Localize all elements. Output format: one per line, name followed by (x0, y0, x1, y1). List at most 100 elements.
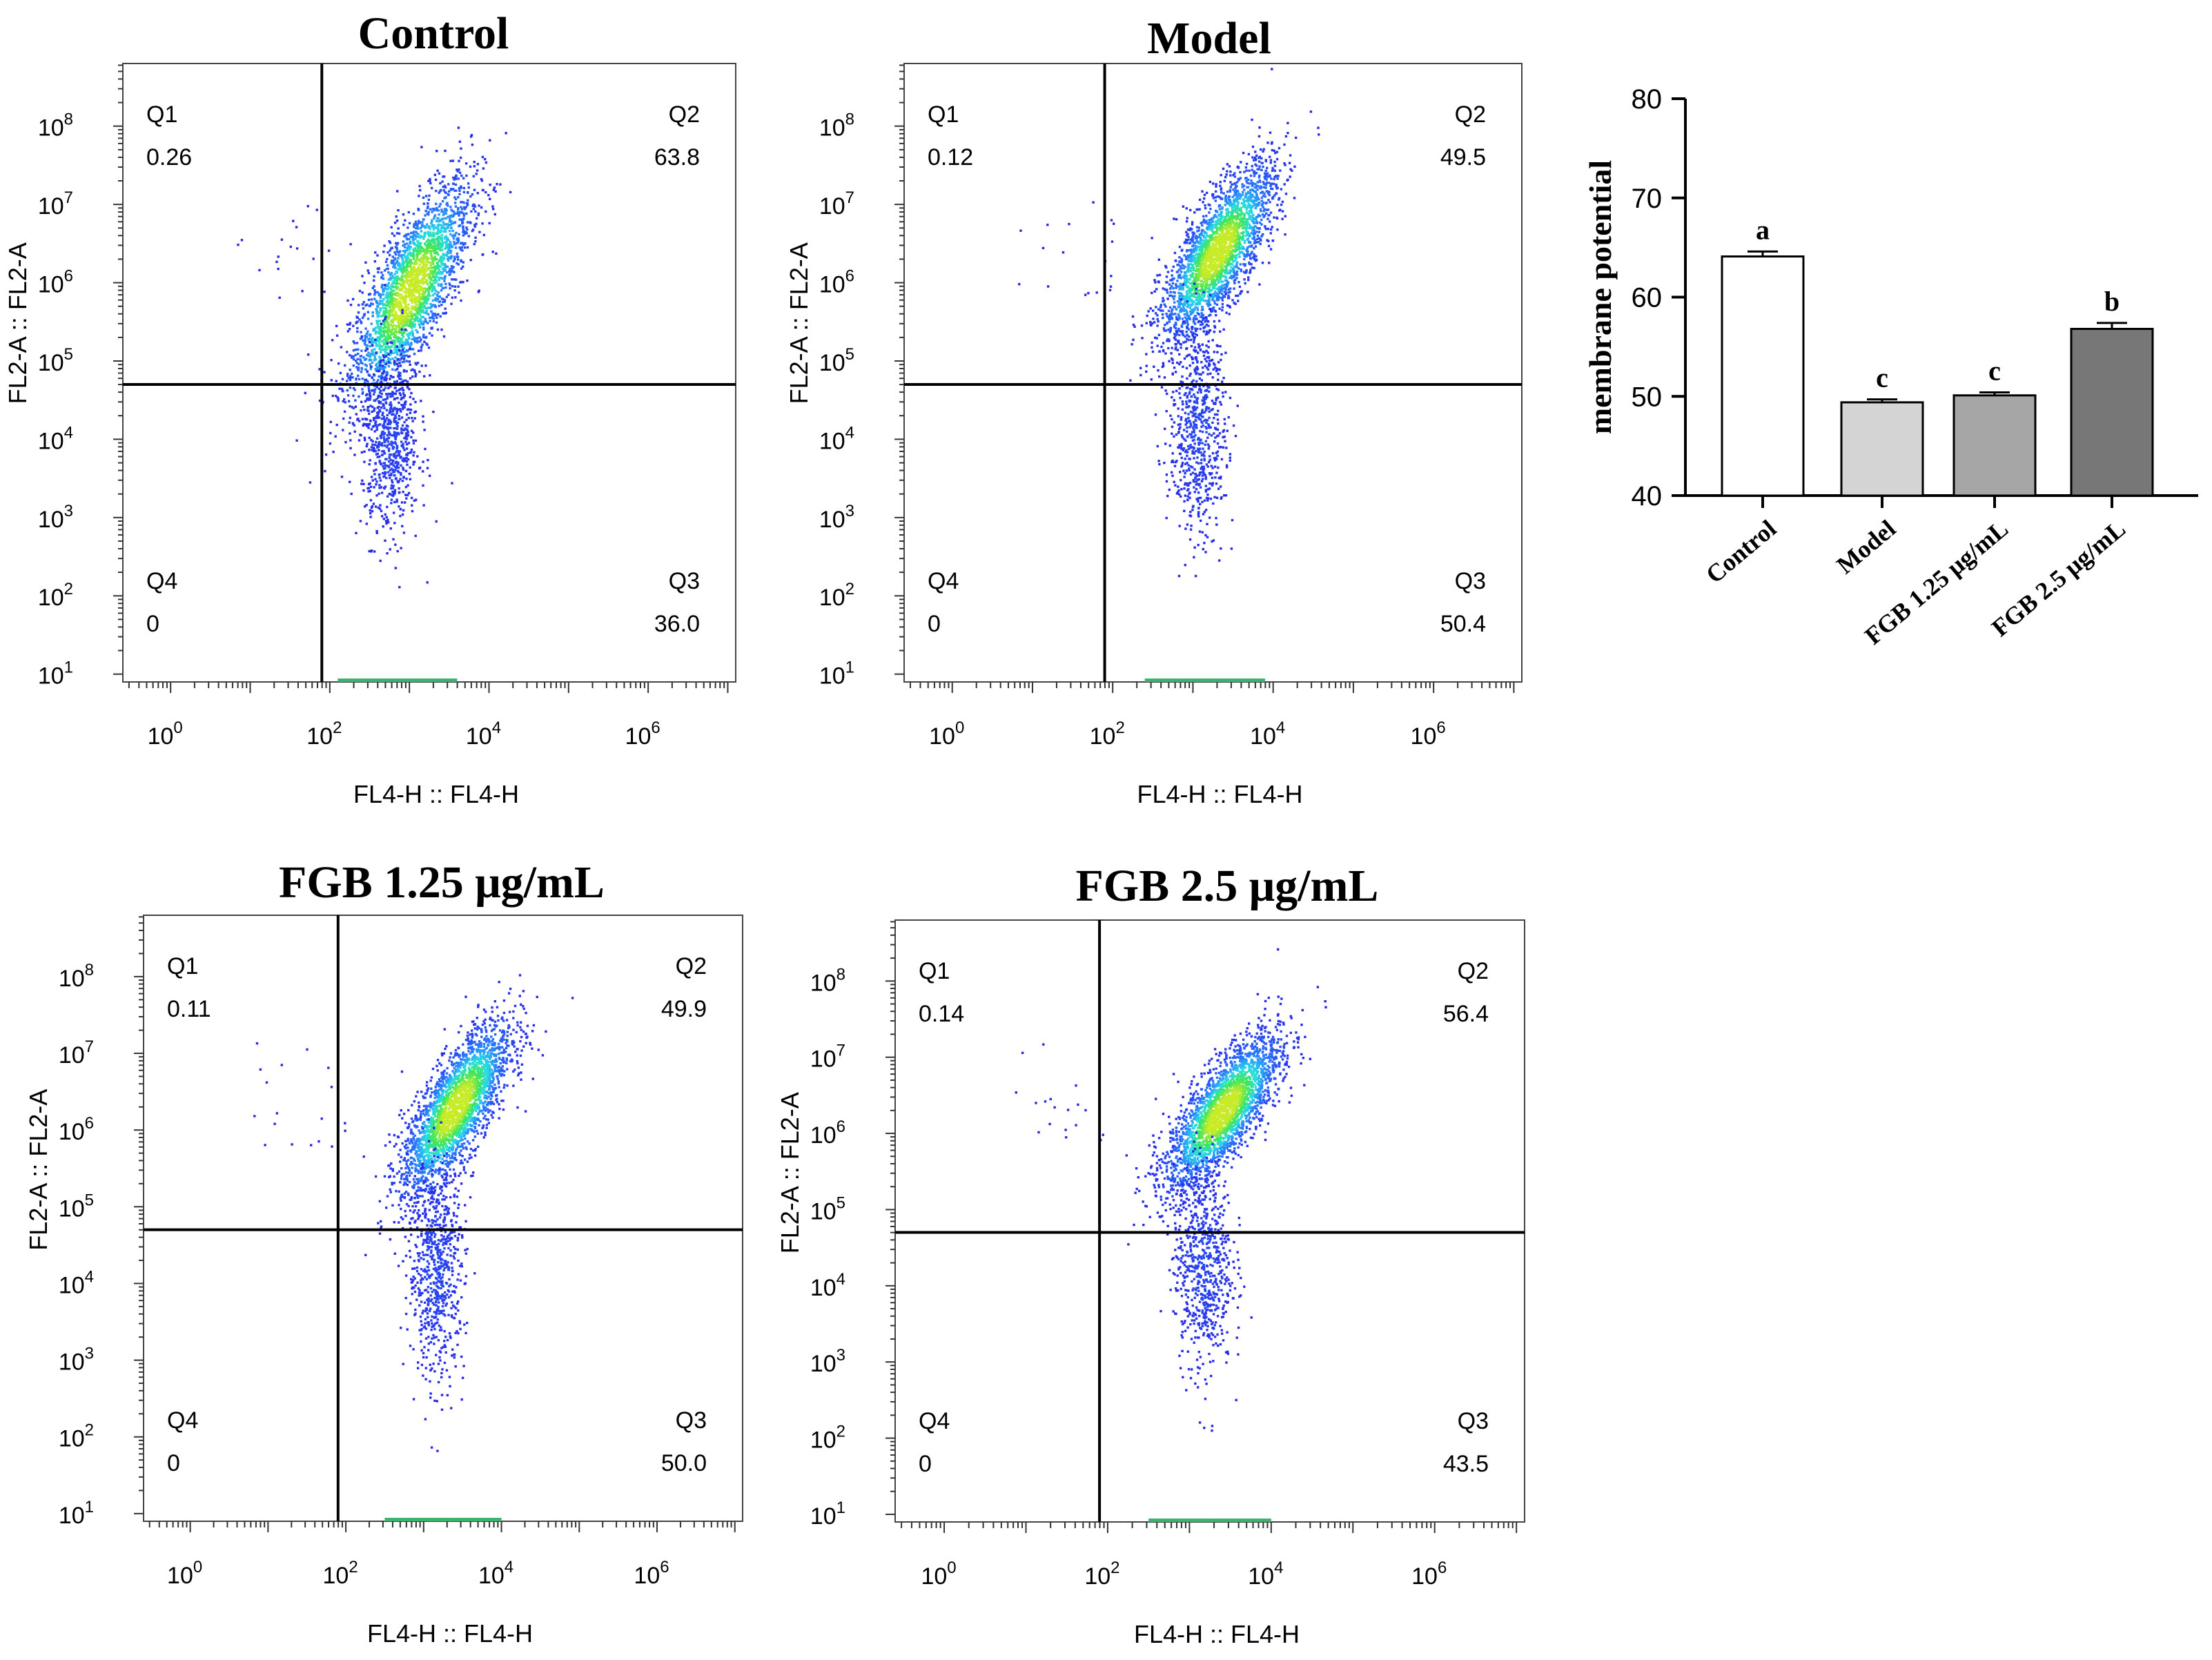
event-dot (1169, 279, 1172, 282)
event-dot (1185, 207, 1188, 210)
event-dot (384, 362, 387, 366)
event-dot (402, 468, 405, 471)
event-dot (330, 359, 333, 362)
event-dot (1186, 267, 1190, 270)
event-dot (401, 309, 404, 312)
event-dot (481, 155, 485, 159)
event-dot (369, 404, 372, 407)
event-dot (390, 502, 393, 505)
event-dot (425, 269, 428, 272)
event-dot (1214, 235, 1217, 238)
event-dot (380, 418, 384, 420)
event-dot (399, 393, 402, 397)
event-dot (1186, 303, 1189, 306)
event-dot (418, 263, 421, 266)
event-dot (450, 222, 453, 225)
event-dot (455, 231, 458, 235)
event-dot (400, 304, 403, 307)
event-dot (1175, 315, 1178, 318)
event-dot (399, 408, 402, 411)
event-dot (420, 242, 422, 244)
event-dot (318, 368, 321, 371)
event-dot (1196, 306, 1199, 309)
event-dot (355, 366, 358, 369)
event-dot (391, 304, 394, 308)
event-dot (1186, 254, 1189, 257)
event-dot (387, 337, 390, 340)
event-dot (484, 157, 487, 161)
event-dot (421, 221, 424, 224)
event-dot (1178, 299, 1181, 302)
event-dot (369, 509, 371, 512)
event-dot (353, 430, 356, 433)
event-dot (1253, 186, 1257, 189)
event-dot (449, 217, 451, 220)
event-dot (418, 306, 420, 309)
event-dot (1257, 198, 1260, 201)
event-dot (384, 472, 386, 476)
event-dot (400, 429, 403, 431)
event-dot (441, 286, 444, 289)
event-dot (382, 297, 385, 301)
event-dot (418, 336, 421, 339)
event-dot (369, 511, 372, 515)
event-dot (429, 228, 431, 231)
event-dot (1168, 340, 1171, 342)
event-dot (397, 358, 400, 361)
event-dot (374, 449, 377, 453)
event-dot (432, 259, 435, 262)
event-dot (366, 398, 369, 401)
event-dot (380, 385, 382, 389)
event-dot (378, 341, 381, 344)
event-dot (467, 199, 469, 202)
event-dot (473, 188, 476, 191)
event-dot (442, 222, 446, 226)
event-dot (1250, 211, 1253, 214)
event-dot (1200, 286, 1204, 290)
event-dot (387, 449, 391, 452)
event-dot (1260, 218, 1263, 222)
event-dot (386, 304, 389, 307)
event-dot (395, 330, 398, 333)
event-dot (422, 268, 425, 271)
event-dot (393, 324, 396, 327)
event-dot (400, 308, 403, 311)
event-dot (382, 251, 385, 253)
event-dot (411, 269, 414, 272)
event-dot (411, 375, 414, 378)
event-dot (426, 343, 429, 346)
event-dot (382, 518, 385, 520)
event-dot (380, 307, 382, 310)
event-dot (371, 344, 374, 346)
event-dot (406, 282, 409, 284)
event-dot (404, 351, 407, 353)
event-dot (1225, 268, 1229, 271)
event-dot (422, 294, 424, 297)
event-dot (1243, 278, 1246, 281)
event-dot (363, 381, 366, 384)
event-dot (389, 409, 391, 411)
event-dot (437, 291, 440, 294)
event-dot (386, 311, 390, 314)
event-dot (392, 464, 395, 467)
event-dot (1179, 282, 1182, 285)
event-dot (1182, 266, 1186, 270)
event-dot (331, 394, 334, 398)
event-dot (395, 451, 398, 454)
event-dot (391, 494, 395, 497)
event-dot (411, 509, 414, 513)
event-dot (1206, 284, 1209, 286)
event-dot (388, 286, 391, 289)
event-dot (380, 406, 383, 409)
event-dot (404, 379, 407, 382)
event-dot (398, 373, 400, 376)
event-dot (1191, 275, 1194, 278)
event-dot (402, 266, 405, 268)
event-dot (1205, 330, 1208, 333)
event-dot (389, 385, 392, 388)
event-dot (1149, 320, 1152, 324)
event-dot (440, 188, 442, 192)
event-dot (415, 296, 419, 299)
event-dot (375, 343, 378, 346)
event-dot (1260, 235, 1263, 237)
